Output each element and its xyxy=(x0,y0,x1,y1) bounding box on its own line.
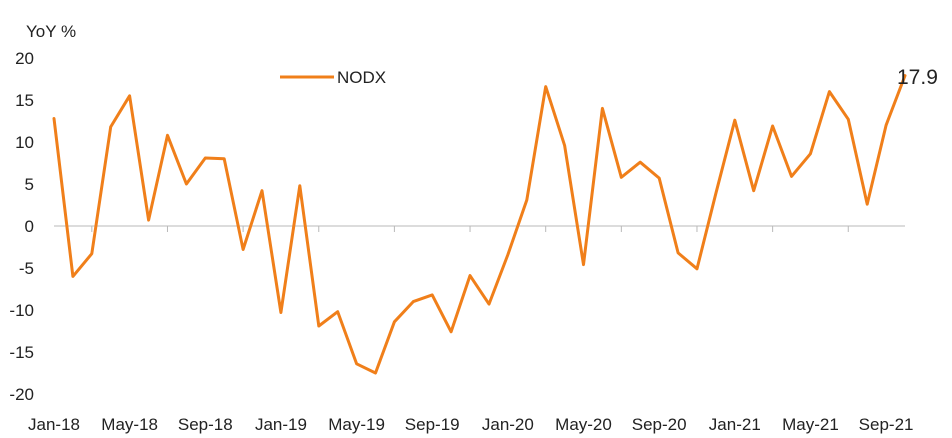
x-tick-label: May-21 xyxy=(782,415,839,434)
x-tick-label: May-18 xyxy=(101,415,158,434)
y-tick-label: -10 xyxy=(9,301,34,320)
y-tick-label: 0 xyxy=(25,217,34,236)
series-layer xyxy=(52,74,907,375)
y-tick-label: -5 xyxy=(19,259,34,278)
x-tick-label: Jan-18 xyxy=(28,415,80,434)
y-tick-label: -20 xyxy=(9,385,34,404)
y-tick-label: 5 xyxy=(25,175,34,194)
x-axis: Jan-18 May-18 Sep-18 Jan-19 May-19 Sep-19 Jan-… xyxy=(28,225,914,434)
x-tick-label: Sep-19 xyxy=(405,415,460,434)
x-tick-label: Sep-18 xyxy=(178,415,233,434)
y-tick-labels: 20 15 10 5 0 -5 -10 -15 -20 xyxy=(9,49,34,404)
y-tick-label: 10 xyxy=(15,133,34,152)
x-tick-label: Jan-20 xyxy=(482,415,534,434)
x-tick-label: Sep-20 xyxy=(632,415,687,434)
series-line-nodx xyxy=(52,74,907,375)
x-tick-label: Sep-21 xyxy=(859,415,914,434)
x-tick-label: May-19 xyxy=(328,415,385,434)
y-tick-label: -15 xyxy=(9,343,34,362)
last-value-annotation: 17.9 xyxy=(897,66,938,89)
y-tick-label: 15 xyxy=(15,91,34,110)
y-tick-label: 20 xyxy=(15,49,34,68)
x-tick-label: Jan-21 xyxy=(709,415,761,434)
legend-label: NODX xyxy=(337,68,386,87)
legend: NODX xyxy=(280,68,386,87)
x-tick-label: May-20 xyxy=(555,415,612,434)
x-tick-label: Jan-19 xyxy=(255,415,307,434)
y-axis-label: YoY % xyxy=(26,22,76,41)
